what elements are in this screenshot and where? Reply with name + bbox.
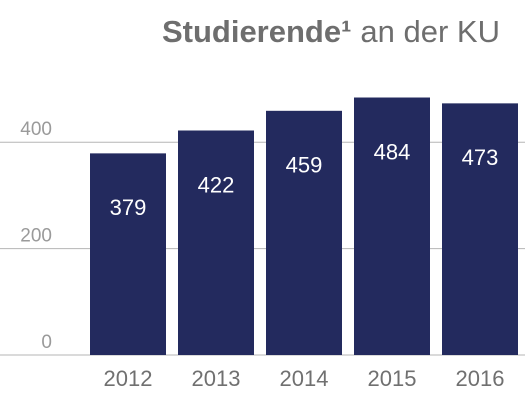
data-label: 484 xyxy=(374,139,411,164)
y-tick-label: 400 xyxy=(20,119,52,140)
x-tick-label: 2012 xyxy=(104,366,153,391)
data-label: 422 xyxy=(198,172,235,197)
chart-title: Studierende¹ an der KU xyxy=(162,14,500,49)
bar xyxy=(442,103,518,355)
data-label: 473 xyxy=(462,145,499,170)
x-tick-label: 2013 xyxy=(192,366,241,391)
bar xyxy=(354,97,430,356)
data-label: 459 xyxy=(286,153,323,178)
x-tick-label: 2015 xyxy=(368,366,417,391)
x-tick-label: 2016 xyxy=(456,366,505,391)
data-label: 379 xyxy=(110,195,147,220)
bar xyxy=(178,130,254,355)
bar xyxy=(266,110,342,355)
x-tick-label: 2014 xyxy=(280,366,329,391)
chart-title-bold: Studierende¹ xyxy=(162,14,351,49)
y-tick-label: 200 xyxy=(20,226,52,247)
chart-title-rest: an der KU xyxy=(360,14,500,49)
y-tick-label: 0 xyxy=(41,332,52,353)
bar xyxy=(90,153,166,355)
